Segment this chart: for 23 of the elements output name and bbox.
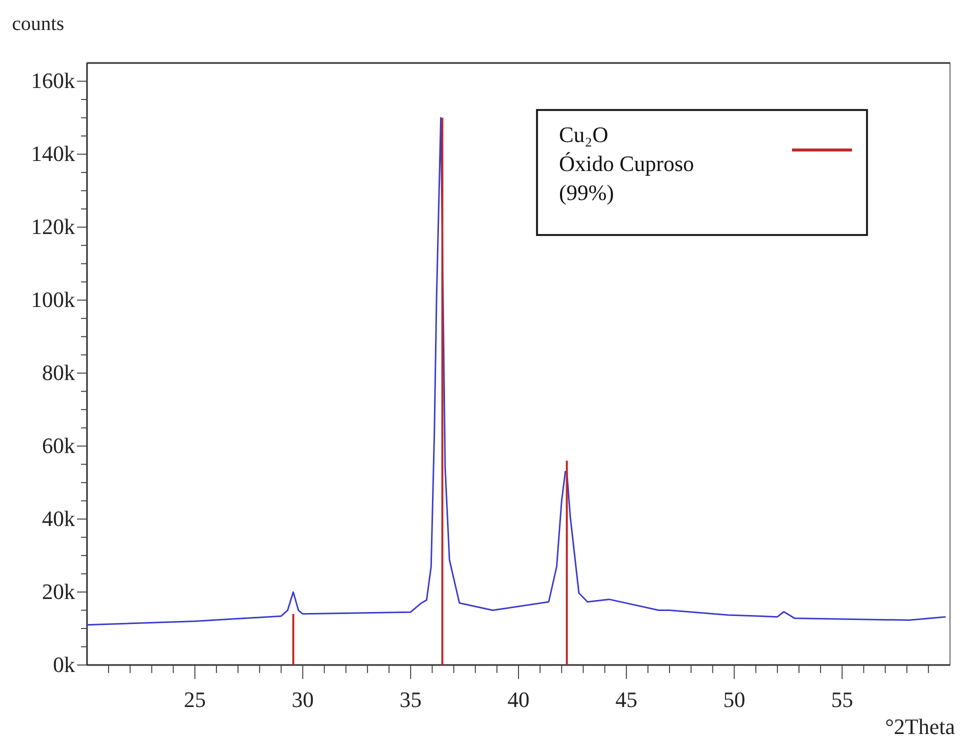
y-tick-label: 20k bbox=[42, 579, 75, 604]
x-axis-title: °2Theta bbox=[885, 714, 956, 739]
y-tick-label: 60k bbox=[42, 433, 75, 458]
y-tick-label: 0k bbox=[53, 652, 75, 677]
x-tick-label: 35 bbox=[400, 687, 422, 712]
x-tick-label: 50 bbox=[723, 687, 746, 712]
y-tick-label: 40k bbox=[42, 506, 75, 532]
bar bbox=[292, 614, 294, 665]
y-tick-label: 80k bbox=[42, 360, 75, 386]
x-tick-label: 45 bbox=[615, 687, 638, 712]
line-series bbox=[86, 116, 946, 626]
y-axis-title: counts bbox=[12, 13, 64, 35]
y-tick-label: 120k bbox=[31, 214, 75, 240]
y-tick-label: 160k bbox=[31, 68, 75, 94]
x-tick-label: 55 bbox=[831, 687, 854, 712]
legend: Cu₂O Óxido Cuproso (99%) bbox=[536, 109, 868, 236]
x-tick-label: 40 bbox=[508, 687, 530, 712]
x-tick-label: 25 bbox=[184, 687, 206, 712]
y-tick-label: 100k bbox=[31, 287, 75, 312]
x-tick-label: 30 bbox=[292, 687, 314, 712]
bar bbox=[441, 118, 444, 665]
y-tick-label: 140k bbox=[31, 141, 75, 166]
bar bbox=[566, 460, 568, 665]
